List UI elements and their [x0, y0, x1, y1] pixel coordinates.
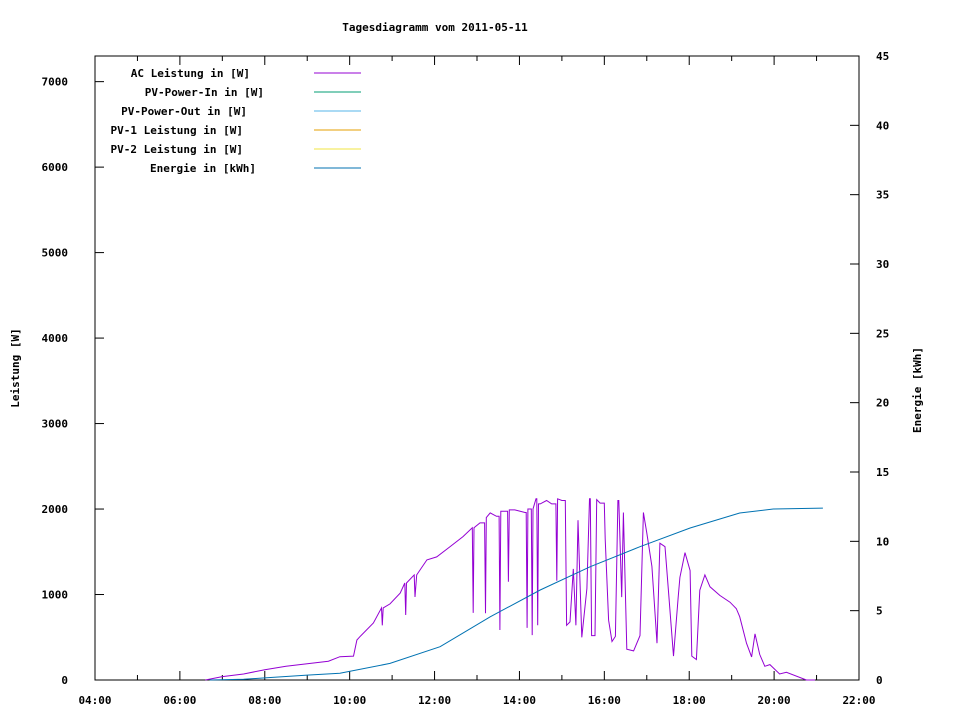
legend-label: AC Leistung in [W] — [131, 67, 250, 80]
y-axis-label: Leistung [W] — [9, 328, 22, 407]
x-tick-label: 12:00 — [418, 694, 451, 707]
y-tick-label: 5000 — [42, 247, 69, 260]
series-line-5 — [209, 507, 823, 681]
y2-tick-label: 20 — [876, 397, 889, 410]
series-line-0 — [205, 498, 815, 681]
y-tick-label: 0 — [61, 674, 68, 687]
y2-tick-label: 15 — [876, 466, 889, 479]
legend-label: PV-1 Leistung in [W] — [111, 124, 243, 137]
x-tick-label: 08:00 — [248, 694, 281, 707]
y2-tick-label: 25 — [876, 327, 889, 340]
y2-tick-label: 5 — [876, 605, 883, 618]
x-tick-label: 06:00 — [163, 694, 196, 707]
y2-tick-label: 10 — [876, 535, 889, 548]
y-tick-label: 2000 — [42, 503, 69, 516]
y2-tick-label: 45 — [876, 50, 889, 63]
x-tick-label: 10:00 — [333, 694, 366, 707]
y-tick-label: 7000 — [42, 76, 69, 89]
y2-axis-label: Energie [kWh] — [911, 347, 924, 433]
y2-tick-label: 30 — [876, 258, 889, 271]
legend-label: PV-Power-Out in [W] — [121, 105, 247, 118]
x-tick-label: 16:00 — [588, 694, 621, 707]
legend-label: PV-Power-In in [W] — [145, 86, 264, 99]
y-tick-label: 6000 — [42, 161, 69, 174]
x-tick-label: 18:00 — [673, 694, 706, 707]
x-tick-label: 14:00 — [503, 694, 536, 707]
legend-label: PV-2 Leistung in [W] — [111, 143, 243, 156]
y-tick-label: 1000 — [42, 589, 69, 602]
y2-tick-label: 0 — [876, 674, 883, 687]
chart-title: Tagesdiagramm vom 2011-05-11 — [342, 21, 528, 34]
y-tick-label: 4000 — [42, 332, 69, 345]
y2-tick-label: 35 — [876, 189, 889, 202]
y-tick-label: 3000 — [42, 418, 69, 431]
y2-tick-label: 40 — [876, 119, 889, 132]
x-tick-label: 20:00 — [758, 694, 791, 707]
x-tick-label: 04:00 — [78, 694, 111, 707]
legend-label: Energie in [kWh] — [150, 162, 256, 175]
x-tick-label: 22:00 — [842, 694, 875, 707]
